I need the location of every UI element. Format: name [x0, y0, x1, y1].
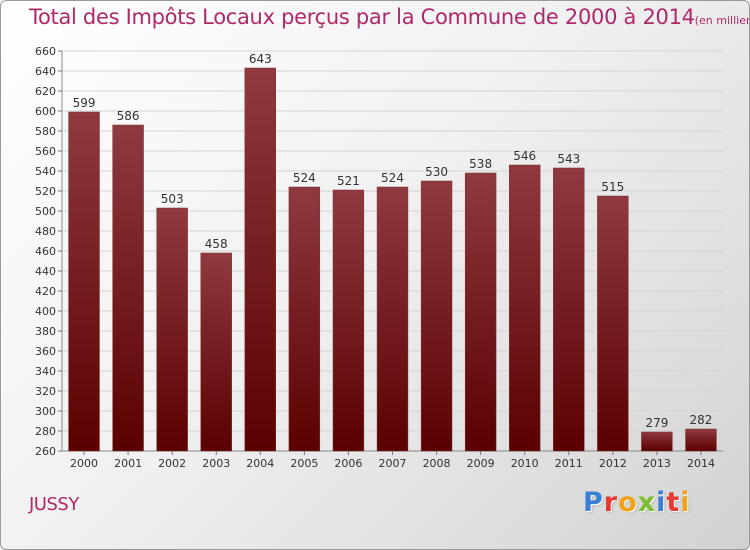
y-tick-label: 420 — [35, 285, 56, 298]
y-tick-label: 520 — [35, 185, 56, 198]
bar — [156, 207, 188, 452]
y-tick-label: 460 — [35, 245, 56, 258]
bar — [420, 180, 453, 452]
y-tick-label: 400 — [35, 305, 56, 318]
bar-value-label: 599 — [73, 96, 96, 110]
proxiti-logo: Proxiti — [583, 487, 691, 518]
x-tick-label: 2009 — [467, 457, 495, 470]
bar — [553, 167, 585, 452]
commune-name: JUSSY — [29, 494, 79, 515]
bar-value-label: 282 — [690, 413, 713, 427]
bar-value-label: 524 — [381, 171, 404, 185]
bar — [200, 252, 232, 452]
bar-value-label: 538 — [469, 157, 492, 171]
x-tick-label: 2011 — [555, 457, 583, 470]
logo-letter: t — [666, 487, 681, 518]
y-tick-label: 620 — [35, 85, 56, 98]
bar-value-label: 543 — [557, 152, 580, 166]
bar-value-label: 503 — [161, 192, 184, 206]
x-tick-label: 2004 — [246, 457, 274, 470]
y-tick-label: 640 — [35, 65, 56, 78]
y-tick-label: 500 — [35, 205, 56, 218]
x-tick-label: 2013 — [643, 457, 671, 470]
y-tick-label: 280 — [35, 425, 56, 438]
y-tick-label: 360 — [35, 345, 56, 358]
y-tick-label: 340 — [35, 365, 56, 378]
bar — [244, 67, 276, 452]
x-tick-label: 2012 — [599, 457, 627, 470]
bar — [332, 189, 365, 452]
bar-value-label: 521 — [337, 174, 360, 188]
x-tick-label: 2005 — [290, 457, 318, 470]
bar-value-label: 524 — [293, 171, 316, 185]
bar-value-label: 530 — [425, 165, 448, 179]
y-tick-label: 660 — [35, 45, 56, 58]
y-tick-label: 580 — [35, 125, 56, 138]
y-tick-label: 440 — [35, 265, 56, 278]
bar — [68, 111, 100, 452]
bar — [112, 124, 144, 452]
x-tick-label: 2003 — [202, 457, 230, 470]
bar — [509, 164, 541, 452]
x-tick-label: 2014 — [687, 457, 715, 470]
x-tick-label: 2006 — [334, 457, 362, 470]
bar — [288, 186, 321, 452]
logo-letter: x — [637, 487, 657, 518]
y-tick-label: 320 — [35, 385, 56, 398]
bar — [685, 428, 717, 452]
y-tick-label: 260 — [35, 445, 56, 458]
y-tick-label: 540 — [35, 165, 56, 178]
bar-value-label: 458 — [205, 237, 228, 251]
x-tick-label: 2001 — [114, 457, 142, 470]
bar — [641, 431, 673, 452]
x-tick-label: 2000 — [70, 457, 98, 470]
chart-title-unit: (en milliers d'€) — [694, 14, 749, 27]
bar — [464, 172, 497, 452]
chart-title-main: Total des Impôts Locaux perçus par la Co… — [29, 5, 695, 29]
bar-value-label: 279 — [645, 416, 668, 430]
x-tick-label: 2002 — [158, 457, 186, 470]
y-tick-label: 300 — [35, 405, 56, 418]
logo-letter: P — [583, 487, 604, 518]
bar-value-label: 515 — [601, 180, 624, 194]
bar-value-label: 546 — [513, 149, 536, 163]
y-tick-label: 600 — [35, 105, 56, 118]
x-tick-label: 2007 — [379, 457, 407, 470]
x-tick-label: 2010 — [511, 457, 539, 470]
y-tick-label: 560 — [35, 145, 56, 158]
bar — [597, 195, 629, 452]
bar — [376, 186, 409, 452]
y-tick-label: 380 — [35, 325, 56, 338]
bar-value-label: 643 — [249, 52, 272, 66]
logo-letter: r — [603, 487, 619, 518]
bar-value-label: 586 — [117, 109, 140, 123]
logo-letter: i — [680, 487, 691, 518]
y-tick-label: 480 — [35, 225, 56, 238]
chart-title: Total des Impôts Locaux perçus par la Co… — [29, 5, 749, 29]
logo-letter: o — [618, 487, 638, 518]
logo-letter: i — [656, 487, 667, 518]
x-tick-label: 2008 — [423, 457, 451, 470]
